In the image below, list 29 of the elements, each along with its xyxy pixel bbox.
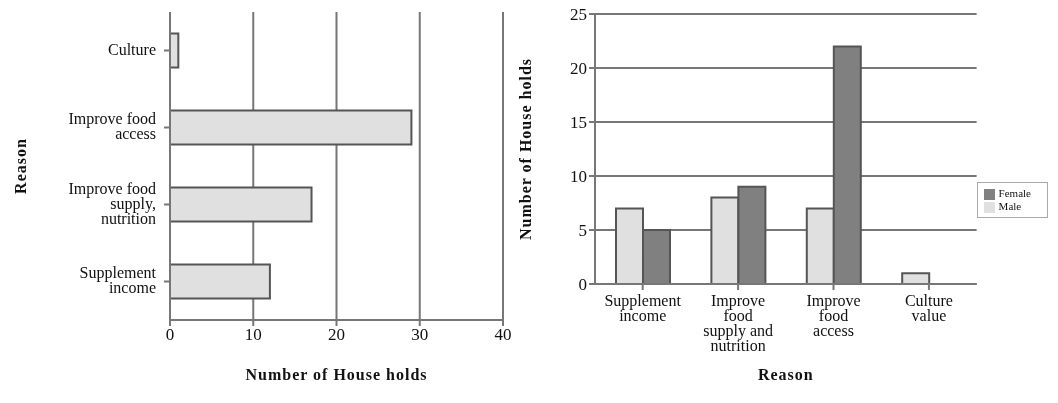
x-tick-label: 20 (328, 325, 345, 345)
y-tick-label: 5 (578, 221, 587, 241)
x-tick-label: Improve food supply and nutrition (703, 292, 773, 354)
y-tick-label: 20 (570, 59, 587, 79)
y-tick-label: 25 (570, 5, 587, 25)
y-tick-label: Improve food access (68, 109, 156, 142)
x-tick-label: 40 (494, 325, 512, 345)
y-tick-label: Culture (108, 40, 156, 58)
y-axis-title: Reason (11, 138, 29, 194)
x-axis-title: Number of House holds (245, 366, 428, 383)
legend-label: Male (998, 200, 1022, 212)
y-axis-title: Number of House holds (516, 57, 534, 241)
x-tick-label: 10 (244, 325, 262, 345)
y-tick-label: 15 (570, 113, 587, 133)
y-tick-label: 10 (570, 167, 587, 187)
legend-label: Female (998, 187, 1031, 200)
x-tick-label: 30 (411, 325, 429, 345)
y-tick-label: Improve food supply, nutrition (68, 179, 156, 227)
bar (170, 109, 413, 146)
bar (901, 272, 931, 284)
x-tick-label: 0 (165, 325, 175, 345)
bar (170, 263, 271, 300)
x-tick-label: Culture value (904, 292, 953, 324)
y-tick-label: Supplement income (79, 263, 157, 296)
y-tick-label: 0 (578, 275, 587, 295)
x-axis-title: Reason (757, 366, 814, 383)
x-tick-label: Supplement income (604, 292, 682, 324)
x-tick-label: Improve food access (806, 292, 861, 339)
bar (170, 186, 313, 223)
